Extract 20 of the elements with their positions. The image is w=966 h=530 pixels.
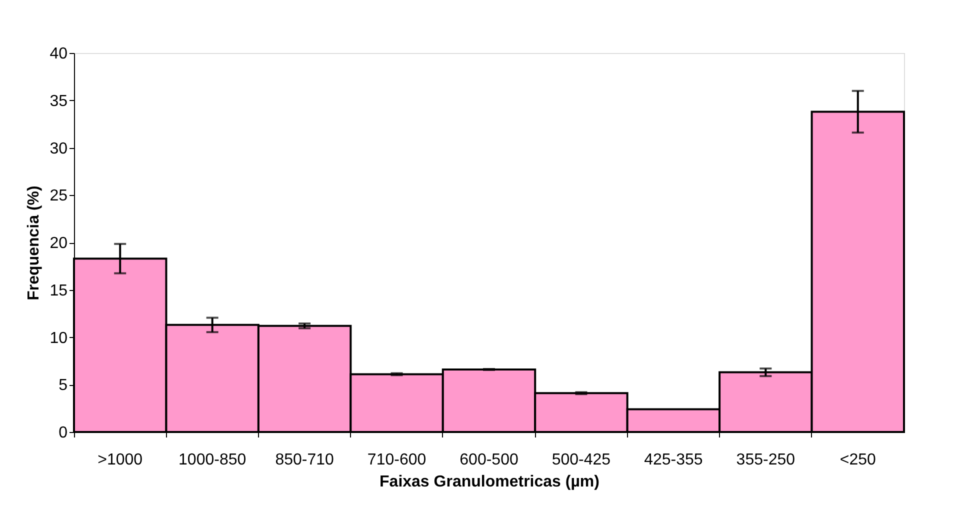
x-tick-label: 1000-850 xyxy=(178,452,246,468)
x-tick-label: 710-600 xyxy=(367,452,426,468)
y-tick-label: 20 xyxy=(50,235,68,252)
y-tick-label: 25 xyxy=(50,188,68,205)
x-tick-label: <250 xyxy=(840,452,876,468)
x-tick-label: 850-710 xyxy=(275,452,334,468)
y-axis-title: Frequencia (%) xyxy=(26,186,43,300)
x-tick-label: 600-500 xyxy=(460,452,518,468)
y-tick-label: 30 xyxy=(50,140,68,158)
x-axis-title: Faixas Granulometricas (µm) xyxy=(380,474,600,490)
y-tick-label: 5 xyxy=(58,377,68,394)
x-tick-label: 425-355 xyxy=(644,452,703,468)
x-tick-label: 500-425 xyxy=(552,452,611,468)
y-tick-label: 40 xyxy=(50,46,68,62)
y-tick-label: 0 xyxy=(58,424,68,442)
y-tick-label: 10 xyxy=(50,330,68,347)
x-tick-label: >1000 xyxy=(98,452,143,468)
y-tick-label: 35 xyxy=(50,92,68,110)
x-tick-label: 355-250 xyxy=(736,452,796,468)
y-tick-label: 15 xyxy=(50,282,68,300)
